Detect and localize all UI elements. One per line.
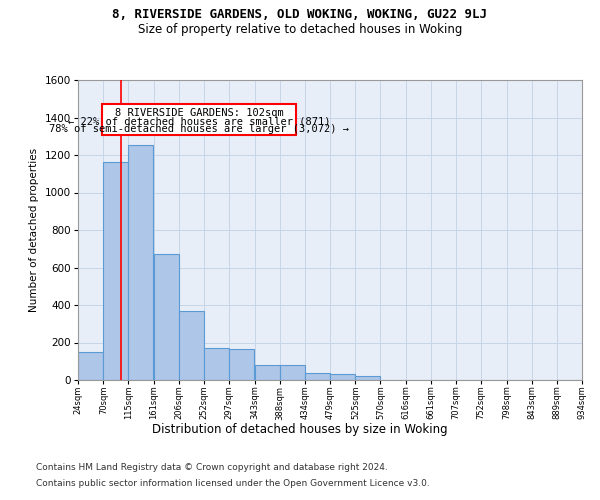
Bar (128, 144, 154, 380)
Text: 8, RIVERSIDE GARDENS, OLD WOKING, WOKING, GU22 9LJ: 8, RIVERSIDE GARDENS, OLD WOKING, WOKING… (113, 8, 487, 20)
Y-axis label: Number of detached properties: Number of detached properties (29, 148, 39, 312)
Bar (229, 349, 254, 380)
Bar (154, 254, 179, 380)
Bar (204, 348, 229, 380)
Bar (103, 162, 128, 380)
Bar (254, 365, 280, 380)
Bar (305, 374, 330, 380)
Bar (179, 310, 204, 380)
Text: ← 22% of detached houses are smaller (871): ← 22% of detached houses are smaller (87… (68, 116, 331, 126)
Text: Contains HM Land Registry data © Crown copyright and database right 2024.: Contains HM Land Registry data © Crown c… (36, 462, 388, 471)
Bar (78, 352, 103, 380)
Text: Distribution of detached houses by size in Woking: Distribution of detached houses by size … (152, 422, 448, 436)
Bar (330, 374, 355, 380)
Text: 8 RIVERSIDE GARDENS: 102sqm: 8 RIVERSIDE GARDENS: 102sqm (115, 108, 284, 118)
Bar (280, 365, 305, 380)
Text: 78% of semi-detached houses are larger (3,072) →: 78% of semi-detached houses are larger (… (49, 124, 349, 134)
Text: Size of property relative to detached houses in Woking: Size of property relative to detached ho… (138, 22, 462, 36)
Text: Contains public sector information licensed under the Open Government Licence v3: Contains public sector information licen… (36, 479, 430, 488)
Bar (355, 376, 380, 380)
FancyBboxPatch shape (103, 104, 296, 136)
